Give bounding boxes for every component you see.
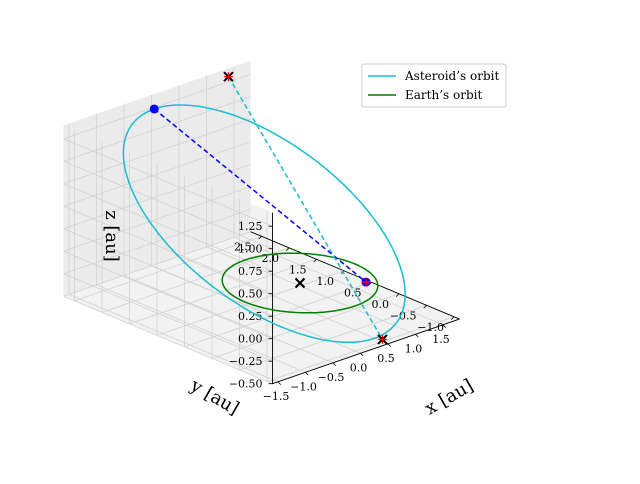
- marker-layer: [149, 71, 388, 345]
- z-tick-label: 0.75: [238, 265, 263, 278]
- legend-label-earth: Earth’s orbit: [405, 88, 482, 102]
- red-plus-marker: [378, 334, 387, 344]
- z-gridline-right: [63, 231, 251, 297]
- legend: Asteroid’s orbit Earth’s orbit: [361, 63, 507, 108]
- z-axis-label: z [au]: [101, 210, 122, 262]
- y-tick-label-mark: [450, 316, 455, 320]
- z-tick-label: 0.25: [238, 310, 263, 323]
- y-gridline-floor: [156, 270, 345, 336]
- x-tick-label: 1.0: [405, 342, 423, 355]
- grid-lines: [63, 66, 455, 385]
- z-tick-label: 0.50: [238, 288, 263, 301]
- y-gridline-floor: [239, 304, 427, 371]
- x-tick-label-mark: [442, 324, 447, 328]
- z-gridline-right: [63, 208, 251, 275]
- y-tick-label-mark: [258, 236, 262, 240]
- y-gridline-floor: [184, 281, 372, 348]
- x-gridline-floor: [123, 275, 334, 364]
- z-gridline-left: [63, 228, 273, 317]
- z-gridline-left: [63, 138, 273, 227]
- z-gridline-right: [63, 141, 251, 207]
- x-tick-label-mark: [387, 343, 392, 347]
- y-gridline-floor: [74, 235, 262, 302]
- x-marker-stroke: [294, 277, 306, 289]
- y-tick-label-mark: [313, 259, 317, 263]
- x-tick-label: 0.0: [350, 361, 368, 374]
- series-layer: [122, 76, 406, 344]
- x-tick-label-mark: [277, 381, 282, 385]
- y-axis-line: [250, 231, 460, 320]
- z-gridline-left: [63, 250, 273, 340]
- earth-orbit-line: [221, 252, 379, 314]
- z-tick-label: 0.00: [238, 333, 263, 346]
- x-tick-label: −0.5: [318, 371, 345, 384]
- black-x-marker: [294, 277, 306, 289]
- y-gridline-floor: [129, 258, 317, 325]
- x-tick-label-mark: [415, 334, 419, 338]
- z-gridline-right: [63, 186, 251, 252]
- z-gridline-left: [63, 295, 273, 385]
- x-gridline-floor: [233, 237, 444, 326]
- y-tick-label: 0.0: [372, 298, 390, 311]
- z-gridline-right: [63, 96, 251, 162]
- blue-dashed-segment: [153, 108, 367, 283]
- y-tick-label: −1.0: [417, 321, 444, 334]
- z-gridline-left: [63, 205, 273, 295]
- legend-box: [361, 63, 507, 108]
- y-tick-label-mark: [285, 247, 290, 251]
- y-gridline-floor: [266, 316, 455, 382]
- y-gridline-floor: [211, 293, 400, 359]
- x-gridline-floor: [68, 294, 279, 383]
- y-gridline-floor: [101, 247, 290, 313]
- cyan-dashed-segment: [227, 76, 384, 340]
- z-tick-label: −0.25: [229, 355, 263, 368]
- tick-labels: −1.5−1.0−0.50.00.51.01.5−1.0−0.50.00.51.…: [229, 220, 450, 403]
- x-tick-label-mark: [332, 362, 337, 366]
- asteroid-orbit-line: [122, 104, 406, 344]
- blue-dot-marker: [149, 104, 159, 114]
- x-tick-label-mark: [360, 353, 364, 357]
- y-tick-label: 0.5: [344, 286, 362, 299]
- x-tick-label: 1.5: [432, 333, 450, 346]
- y-tick-label-mark: [395, 293, 400, 297]
- z-tick-label: 1.00: [238, 243, 263, 256]
- x-axis-line: [272, 318, 460, 385]
- red-plus-marker: [224, 72, 233, 82]
- x-tick-label-mark: [305, 372, 309, 376]
- x-axis-label: x [au]: [421, 375, 477, 419]
- x-gridline-floor: [178, 256, 389, 345]
- z-gridline-left: [63, 160, 273, 250]
- y-tick-label: −0.5: [390, 309, 417, 322]
- z-tick-label: −0.50: [229, 378, 263, 391]
- axis-lines: [250, 212, 460, 385]
- red-plus-marker: [361, 277, 371, 287]
- x-tick-label: −1.5: [263, 390, 290, 403]
- z-tick-label: 1.25: [238, 220, 263, 233]
- x-gridline-floor: [96, 284, 306, 373]
- z-gridline-left: [63, 183, 273, 272]
- z-gridline-right: [63, 118, 251, 185]
- y-tick-label-mark: [423, 305, 427, 309]
- y-tick-label: 1.0: [317, 275, 335, 288]
- y-tick-label: 2.5: [234, 240, 252, 253]
- x-tick-label: −1.0: [290, 380, 317, 393]
- x-tick-label: 0.5: [377, 352, 395, 365]
- z-gridline-right: [63, 163, 251, 230]
- y-tick-label: 1.5: [289, 263, 307, 276]
- z-gridline-left: [63, 273, 273, 362]
- legend-label-asteroid: Asteroid’s orbit: [404, 69, 499, 83]
